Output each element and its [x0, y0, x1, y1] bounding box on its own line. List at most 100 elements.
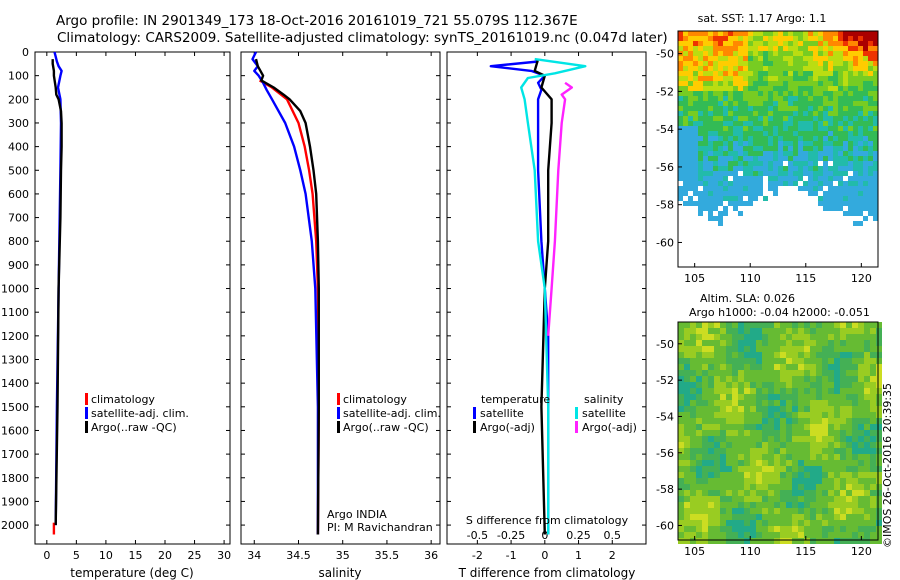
sla-cell: [744, 430, 750, 436]
sst-cell: [748, 86, 753, 91]
sst-cell: [858, 101, 863, 106]
sst-cell: [683, 191, 688, 196]
sla-cell: [750, 430, 756, 436]
sla-cell: [876, 334, 882, 340]
sla-cell: [762, 364, 768, 370]
sst-cell: [838, 81, 843, 86]
sst-cell: [738, 46, 743, 51]
sla-cell: [852, 406, 858, 412]
sst-cell: [698, 206, 703, 211]
sst-cell: [678, 81, 683, 86]
sst-cell: [758, 66, 763, 71]
sst-cell: [808, 156, 813, 161]
sst-cell: [813, 46, 818, 51]
sst-cell: [733, 86, 738, 91]
sla-cell: [864, 382, 870, 388]
sst-cell: [853, 146, 858, 151]
salinity-panel: 34 34.5 35 35.5 36 salinity climatology sate…: [240, 51, 441, 580]
sst-cell: [773, 151, 778, 156]
sst-cell: [828, 196, 833, 201]
sst-cell: [688, 141, 693, 146]
sla-cell: [696, 328, 702, 334]
sst-cell: [848, 146, 853, 151]
sst-cell: [683, 91, 688, 96]
sst-cell: [743, 171, 748, 176]
sla-cell: [834, 496, 840, 502]
sst-cell: [738, 61, 743, 66]
sla-cell: [726, 514, 732, 520]
sla-cell: [792, 370, 798, 376]
sla-cell: [792, 460, 798, 466]
sst-cell: [833, 36, 838, 41]
sst-cell: [708, 216, 713, 221]
sst-cell: [723, 56, 728, 61]
sst-cell: [793, 161, 798, 166]
sst-cell: [688, 111, 693, 116]
sst-cell: [758, 81, 763, 86]
sla-cell: [846, 382, 852, 388]
sla-cell: [876, 496, 882, 502]
depth-tick-label: 1900: [1, 495, 29, 508]
sla-cell: [720, 532, 726, 538]
sst-cell: [813, 96, 818, 101]
sst-cell: [838, 191, 843, 196]
sla-cell: [738, 400, 744, 406]
annotation-pi: PI: M Ravichandran: [327, 521, 433, 534]
sla-cell: [702, 346, 708, 352]
sla-cell: [762, 334, 768, 340]
legend-label-climatology: climatology: [343, 393, 407, 406]
sst-cell: [793, 81, 798, 86]
sla-cell: [804, 376, 810, 382]
sst-cell: [683, 96, 688, 101]
sla-cell: [840, 406, 846, 412]
sla-cell: [870, 514, 876, 520]
sla-cell: [798, 496, 804, 502]
sla-cell: [762, 352, 768, 358]
sla-cell: [792, 406, 798, 412]
sla-cell: [828, 334, 834, 340]
sla-cell: [738, 454, 744, 460]
sst-cell: [793, 66, 798, 71]
sst-cell: [693, 146, 698, 151]
sst-cell: [743, 101, 748, 106]
sla-cell: [786, 502, 792, 508]
sla-cell: [840, 352, 846, 358]
sla-cell: [690, 466, 696, 472]
sst-cell: [823, 96, 828, 101]
sst-cell: [703, 151, 708, 156]
sla-cell: [684, 394, 690, 400]
sst-cell: [838, 66, 843, 71]
sst-cell: [773, 131, 778, 136]
sla-cell: [786, 340, 792, 346]
sla-cell: [792, 334, 798, 340]
sst-cell: [833, 61, 838, 66]
sst-cell: [728, 41, 733, 46]
sla-cell: [828, 460, 834, 466]
sla-cell: [774, 364, 780, 370]
sla-cell: [726, 436, 732, 442]
sla-cell: [732, 502, 738, 508]
sla-cell: [780, 538, 786, 544]
sst-cell: [818, 176, 823, 181]
sst-cell: [718, 191, 723, 196]
sla-cell: [792, 478, 798, 484]
depth-tick-label: 800: [8, 235, 29, 248]
sla-cell: [768, 394, 774, 400]
sla-cell: [810, 412, 816, 418]
sla-cell: [810, 406, 816, 412]
sst-cell: [768, 96, 773, 101]
sst-cell: [803, 161, 808, 166]
sst-cell: [783, 71, 788, 76]
sla-cell: [840, 526, 846, 532]
sla-cell: [852, 424, 858, 430]
sla-cell: [714, 412, 720, 418]
sst-cell: [863, 71, 868, 76]
sst-cell: [828, 61, 833, 66]
sst-cell: [763, 86, 768, 91]
sla-cell: [786, 532, 792, 538]
sst-cell: [748, 116, 753, 121]
sla-cell: [828, 478, 834, 484]
sla-cell: [690, 328, 696, 334]
sst-cell: [833, 51, 838, 56]
sla-cell: [762, 346, 768, 352]
